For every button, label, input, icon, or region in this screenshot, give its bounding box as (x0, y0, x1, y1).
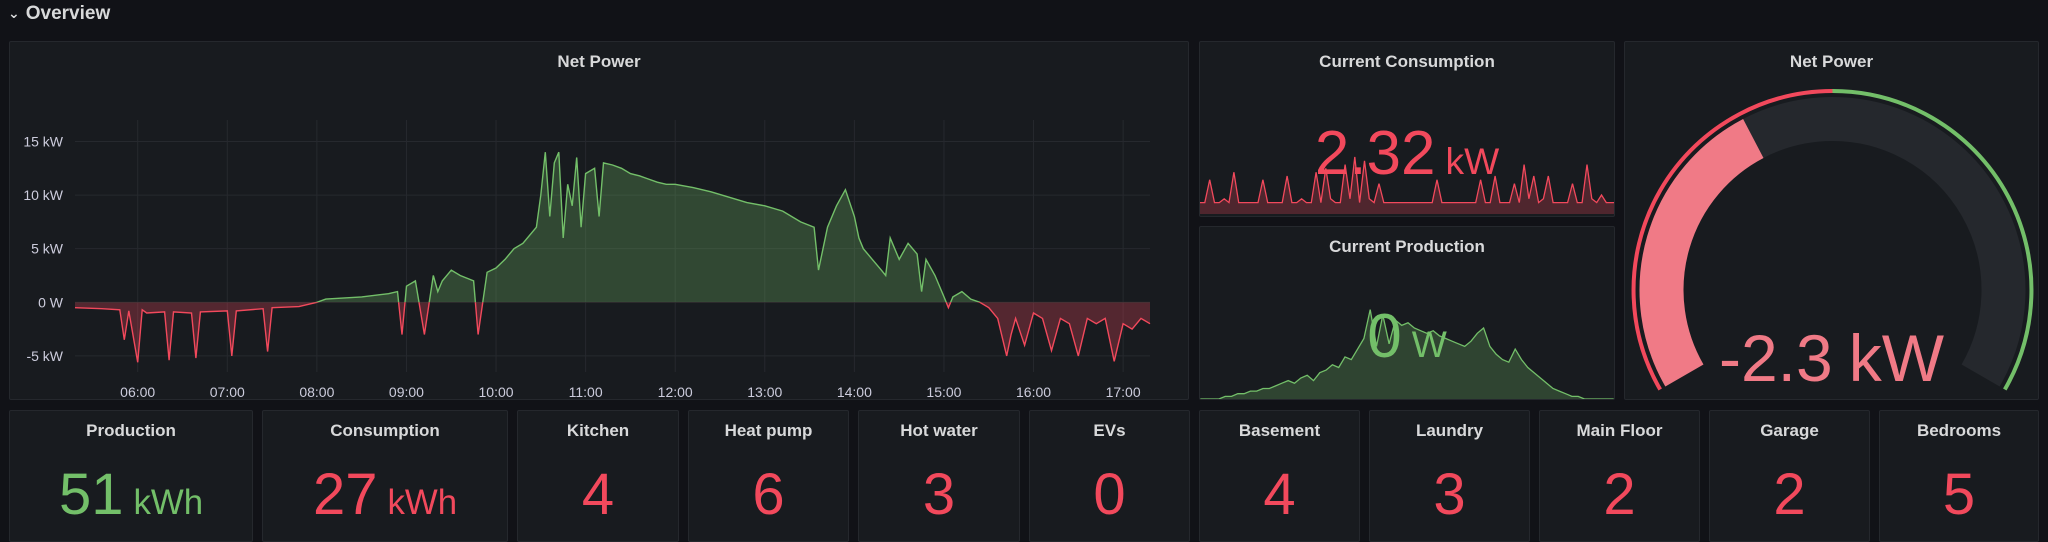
stat-panel-garage[interactable]: Garage 2 (1709, 410, 1870, 542)
y-tick-label: -5 kW (26, 348, 63, 364)
stat-value: 3 (922, 462, 956, 527)
row-header-overview[interactable]: ⌄ Overview (8, 0, 110, 28)
x-tick-label: 13:00 (747, 384, 782, 400)
x-tick-label: 17:00 (1106, 384, 1141, 400)
sparkline-area (1200, 309, 1614, 399)
stat-value: 0 (1093, 462, 1126, 527)
stat-value: 27 kWh (312, 462, 458, 527)
y-tick-label: 10 kW (23, 187, 63, 203)
stat-value: 51 kWh (58, 462, 204, 527)
net-power-gauge-value: -2.3 kW (1718, 321, 1945, 395)
panel-title: Net Power (1789, 52, 1874, 71)
y-tick-label: 0 W (38, 294, 64, 310)
stat-value: 6 (752, 462, 785, 527)
stat-panel-production[interactable]: Production 51 kWh (9, 410, 253, 542)
stat-title: Consumption (330, 421, 440, 440)
stat-panel-consumption[interactable]: Consumption 27 kWh (262, 410, 508, 542)
stat-value: 5 (1942, 462, 1976, 527)
stat-title: Hot water (900, 421, 978, 440)
gauge-threshold-red (1631, 89, 1833, 391)
net-power-area-negative (75, 302, 1150, 363)
stat-value: 2 (1773, 462, 1806, 527)
net-power-area-positive (316, 152, 980, 303)
net-power-line-negative (74, 302, 1151, 363)
x-tick-label: 14:00 (837, 384, 872, 400)
stat-value: 4 (581, 462, 615, 527)
net-power-line-positive (313, 151, 982, 303)
stat-title: Basement (1238, 421, 1321, 440)
consumption-sparkline (1200, 156, 1614, 214)
x-tick-label: 10:00 (479, 384, 514, 400)
x-tick-label: 16:00 (1016, 384, 1051, 400)
gauge-value-arc (1639, 119, 1764, 387)
stat-panel-basement[interactable]: Basement 4 (1199, 410, 1360, 542)
x-tick-label: 09:00 (389, 384, 424, 400)
net-power-gauge (1631, 89, 2034, 391)
y-tick-label: 15 kW (23, 133, 63, 149)
stat-panel-hot-water[interactable]: Hot water 3 (858, 410, 1020, 542)
stat-title: Laundry (1415, 421, 1484, 440)
stat-title: Kitchen (566, 421, 630, 440)
row-title: Overview (25, 3, 111, 24)
panel-title: Current Production (1329, 237, 1485, 256)
stat-title: Production (86, 421, 176, 440)
current-consumption-value: 2.32 kW (1314, 119, 1500, 188)
stat-title: Main Floor (1576, 421, 1663, 440)
stat-value: 4 (1263, 462, 1296, 527)
panel-title: Net Power (557, 52, 641, 71)
x-tick-label: 12:00 (658, 384, 693, 400)
stat-title: Bedrooms (1916, 421, 2002, 440)
stat-panel-bedrooms[interactable]: Bedrooms 5 (1879, 410, 2039, 542)
sparkline-line (1200, 309, 1614, 399)
chevron-down-icon[interactable]: ⌄ (8, 4, 20, 21)
stat-title: Heat pump (724, 421, 813, 440)
net-power-chart[interactable]: 15 kW 10 kW 5 kW 0 W -5 kW 06:00 07:00 08:00 09:… (10, 42, 1189, 400)
stat-panel-laundry[interactable]: Laundry 3 (1369, 410, 1530, 542)
x-tick-label: 15:00 (926, 384, 961, 400)
y-tick-label: 5 kW (31, 241, 64, 257)
stat-panel-kitchen[interactable]: Kitchen 4 (517, 410, 679, 542)
stat-value: 3 (1433, 462, 1466, 527)
x-tick-label: 07:00 (210, 384, 245, 400)
x-tick-label: 08:00 (299, 384, 334, 400)
panel-title: Current Consumption (1319, 52, 1495, 71)
production-sparkline (1200, 309, 1614, 399)
stat-value: 2 (1603, 462, 1636, 527)
net-power-gauge-panel[interactable]: Net Power -2.3 kW (1624, 41, 2039, 400)
current-consumption-panel[interactable]: Current Consumption 2.32 kW (1199, 41, 1615, 217)
stat-panel-heat-pump[interactable]: Heat pump 6 (688, 410, 849, 542)
gauge-threshold-green (1832, 89, 2034, 391)
stat-panel-main-floor[interactable]: Main Floor 2 (1539, 410, 1700, 542)
x-tick-label: 11:00 (569, 384, 603, 400)
stat-title: EVs (1093, 421, 1126, 440)
x-tick-label: 06:00 (120, 384, 155, 400)
stat-panel-evs[interactable]: EVs 0 (1029, 410, 1190, 542)
sparkline-line (1200, 156, 1614, 204)
net-power-chart-panel[interactable]: Net Power 15 kW 10 kW 5 kW 0 W -5 kW 06:00 07:… (9, 41, 1189, 400)
stat-title: Garage (1760, 421, 1819, 440)
